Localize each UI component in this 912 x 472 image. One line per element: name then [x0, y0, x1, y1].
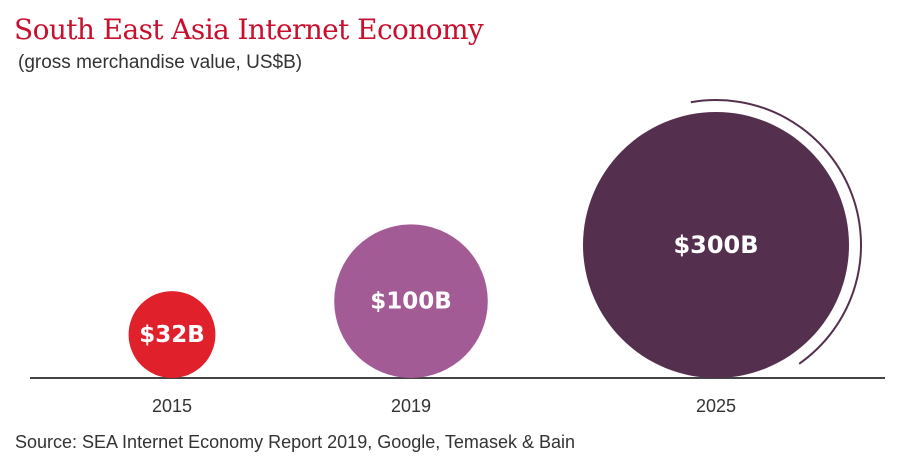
bubble-2019 — [334, 224, 488, 378]
x-tick-label-2015: 2015 — [152, 396, 192, 416]
data-label-2019: $100B — [370, 289, 452, 315]
chart-subtitle: (gross merchandise value, US$B) — [18, 52, 303, 73]
bubble-outer-arc — [690, 99, 862, 365]
x-tick-label-2025: 2025 — [696, 396, 736, 416]
data-label-2025: $300B — [673, 231, 758, 259]
bubble-2015 — [128, 291, 216, 378]
x-tick-label-2019: 2019 — [391, 396, 431, 416]
data-label-2015: $32B — [139, 322, 205, 348]
bubble-2025 — [583, 112, 849, 378]
source-note: Source: SEA Internet Economy Report 2019… — [15, 432, 575, 452]
chart-title: South East Asia Internet Economy — [14, 13, 484, 46]
